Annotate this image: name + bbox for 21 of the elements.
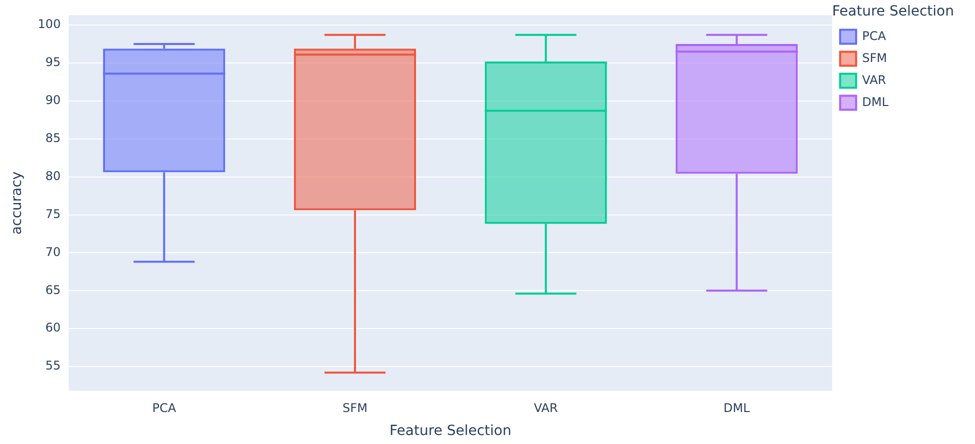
legend-title: Feature Selection [832,4,954,20]
x-tick-label: VAR [534,401,558,416]
x-tick-label: PCA [152,401,177,416]
y-tick-label: 65 [45,282,61,297]
y-tick-label: 60 [45,320,61,335]
y-axis-title: accuracy [9,171,26,235]
y-tick-label: 80 [45,168,61,183]
legend-label: DML [862,94,889,109]
y-tick-label: 95 [45,55,61,70]
legend-label: PCA [862,28,887,43]
y-tick-label: 85 [45,131,61,146]
legend-label: VAR [862,72,886,87]
y-tick-label: 70 [45,244,61,259]
y-tick-label: 100 [38,17,61,32]
x-tick-label: DML [724,401,750,416]
y-tick-label: 90 [45,93,61,108]
legend-label: SFM [862,50,888,65]
x-axis-title: Feature Selection [389,423,512,440]
y-tick-label: 55 [45,358,61,373]
y-tick-label: 75 [45,206,61,221]
x-tick-label: SFM [342,401,368,416]
